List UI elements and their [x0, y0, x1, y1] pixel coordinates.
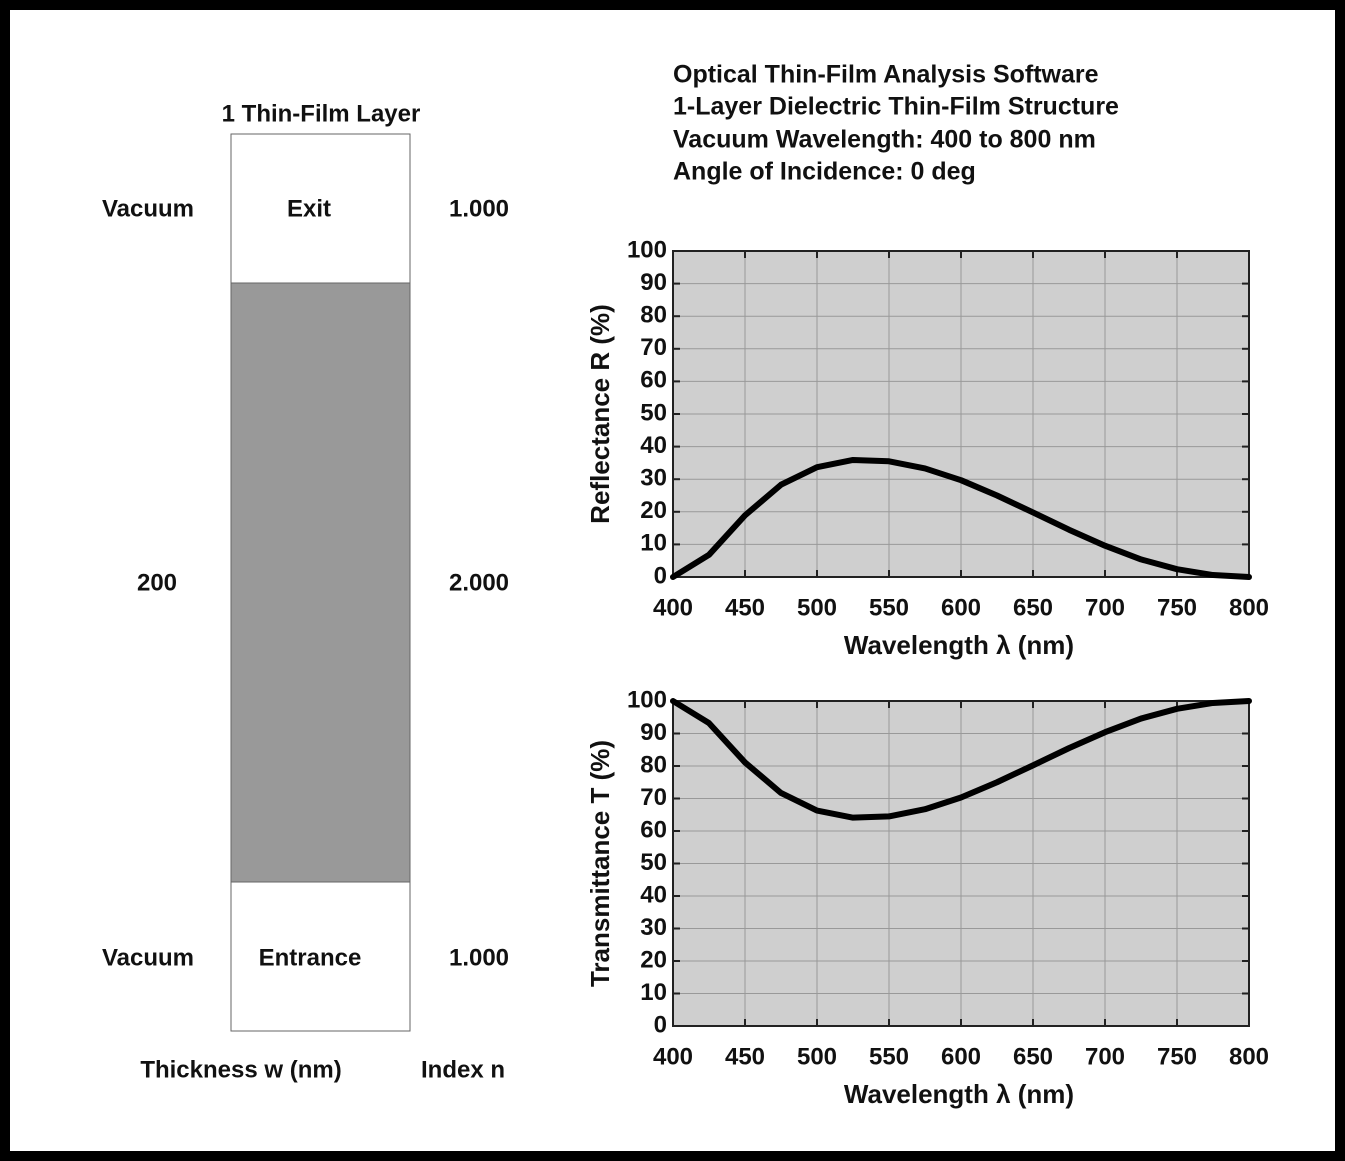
region-label: Exit [287, 195, 331, 222]
x-tick-label: 800 [1229, 1043, 1269, 1070]
y-tick-label: 100 [627, 686, 667, 713]
y-axis-label: Transmittance T (%) [585, 740, 615, 987]
medium-label: Vacuum [102, 195, 194, 222]
header-line: Angle of Incidence: 0 deg [673, 158, 976, 186]
y-tick-label: 90 [640, 719, 667, 746]
x-tick-label: 650 [1013, 1043, 1053, 1070]
y-tick-label: 0 [654, 1011, 667, 1038]
index-axis-label: Index n [421, 1056, 505, 1083]
x-tick-label: 800 [1229, 594, 1269, 621]
y-axis-label: Reflectance R (%) [585, 304, 615, 524]
index-label: 1.000 [449, 195, 509, 222]
x-tick-label: 400 [653, 1043, 693, 1070]
y-tick-label: 40 [640, 881, 667, 908]
x-tick-label: 700 [1085, 594, 1125, 621]
x-tick-label: 450 [725, 594, 765, 621]
film-layer [230, 282, 411, 883]
y-tick-label: 50 [640, 849, 667, 876]
x-tick-label: 450 [725, 1043, 765, 1070]
plot-border [672, 250, 1250, 578]
y-tick-label: 20 [640, 946, 667, 973]
y-tick-label: 30 [640, 914, 667, 941]
x-tick-label: 750 [1157, 594, 1197, 621]
x-tick-label: 550 [869, 594, 909, 621]
exit-medium [230, 133, 411, 284]
y-tick-label: 60 [640, 367, 667, 394]
header-line: 1-Layer Dielectric Thin-Film Structure [673, 93, 1119, 121]
x-tick-label: 650 [1013, 594, 1053, 621]
x-axis-label: Wavelength λ (nm) [844, 630, 1074, 660]
index-label: 2.000 [449, 569, 509, 596]
x-tick-label: 550 [869, 1043, 909, 1070]
plot-border [672, 700, 1250, 1027]
data-line [670, 698, 1252, 821]
index-label: 1.000 [449, 944, 509, 971]
thickness-axis-label: Thickness w (nm) [140, 1056, 341, 1083]
x-tick-label: 500 [797, 1043, 837, 1070]
y-tick-label: 50 [640, 399, 667, 426]
x-axis-label: Wavelength λ (nm) [844, 1079, 1074, 1109]
y-tick-label: 100 [627, 236, 667, 263]
y-tick-label: 20 [640, 497, 667, 524]
region-label: Entrance [259, 944, 362, 971]
data-line [670, 456, 1252, 580]
x-tick-label: 700 [1085, 1043, 1125, 1070]
medium-label: Vacuum [102, 944, 194, 971]
y-tick-label: 0 [654, 562, 667, 589]
y-tick-label: 30 [640, 465, 667, 492]
y-tick-label: 10 [640, 979, 667, 1006]
x-tick-label: 600 [941, 594, 981, 621]
x-tick-label: 500 [797, 594, 837, 621]
x-tick-label: 750 [1157, 1043, 1197, 1070]
entrance-medium [230, 881, 411, 1032]
stack-title: 1 Thin-Film Layer [222, 100, 421, 127]
y-tick-label: 70 [640, 334, 667, 361]
y-tick-label: 40 [640, 432, 667, 459]
y-tick-label: 90 [640, 269, 667, 296]
y-tick-label: 80 [640, 751, 667, 778]
y-tick-label: 10 [640, 530, 667, 557]
header-line: Optical Thin-Film Analysis Software [673, 61, 1099, 89]
header-line: Vacuum Wavelength: 400 to 800 nm [673, 126, 1096, 154]
thickness-value: 200 [137, 569, 177, 596]
x-tick-label: 600 [941, 1043, 981, 1070]
y-tick-label: 70 [640, 784, 667, 811]
y-tick-label: 60 [640, 816, 667, 843]
x-tick-label: 400 [653, 594, 693, 621]
y-tick-label: 80 [640, 302, 667, 329]
